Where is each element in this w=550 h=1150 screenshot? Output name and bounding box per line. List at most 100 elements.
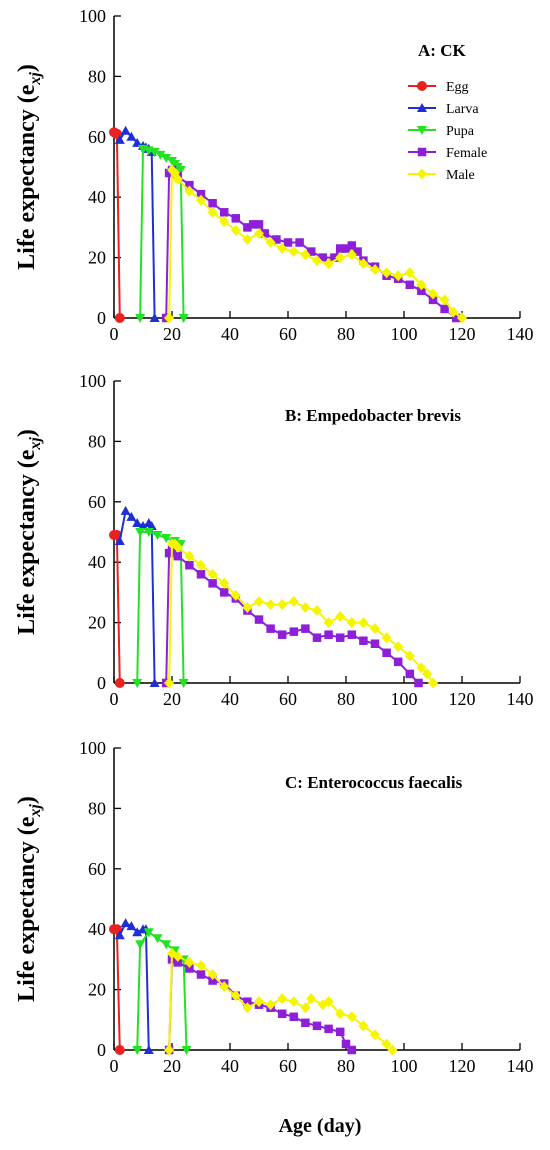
data-point (219, 588, 229, 597)
y-axis-title-subscript: xj (27, 804, 44, 818)
data-point (132, 1046, 143, 1055)
data-point (135, 314, 146, 323)
x-tick-label: 60 (279, 1056, 297, 1076)
y-axis-title: Life expectancy (exj) (14, 796, 44, 1002)
data-point (448, 306, 459, 318)
data-point (208, 976, 217, 985)
y-axis-title-main: Life expectancy (e (14, 84, 40, 270)
x-tick-label: 100 (391, 324, 418, 344)
series-line-male (168, 543, 434, 684)
data-point (184, 550, 195, 562)
data-point (126, 131, 137, 141)
data-point (335, 633, 345, 642)
data-point (353, 247, 362, 256)
data-point (358, 258, 369, 270)
data-point (172, 950, 183, 962)
data-point (185, 180, 194, 190)
chart-panel-1: 0 20 40 60 80 100 0 20 40 60 80 100 120 140 Life expec… (14, 6, 534, 344)
data-point (248, 220, 258, 229)
chart-panel-2: 0 20 40 60 80 100 0 20 40 60 80 100 120 140 Life expec… (14, 371, 534, 709)
data-point (405, 669, 415, 679)
y-axis-title: Life expectancy (exj) (14, 64, 44, 270)
data-point (300, 1002, 311, 1014)
data-point (146, 520, 157, 530)
data-point (196, 559, 206, 571)
y-axis-title-main: Life expectancy (e (14, 449, 40, 635)
data-point (370, 1029, 380, 1041)
data-point (114, 134, 125, 144)
data-point (242, 233, 253, 245)
legend: Egg Larva Pupa Female Male (408, 80, 487, 183)
data-point (178, 679, 189, 688)
x-tick-label: 120 (449, 324, 476, 344)
data-point (254, 595, 264, 607)
series-line-egg (113, 131, 121, 319)
data-point (381, 267, 392, 279)
data-point (161, 534, 172, 544)
legend-marker (417, 147, 427, 157)
data-point (260, 229, 270, 238)
x-tick-label: 40 (221, 1056, 239, 1076)
x-tick-label: 0 (110, 689, 119, 709)
data-point (422, 668, 433, 680)
data-point (323, 617, 334, 629)
data-point (219, 981, 230, 993)
data-point (143, 528, 154, 537)
x-tick-label: 60 (279, 689, 297, 709)
series-larva (114, 918, 154, 1054)
data-point (341, 244, 351, 253)
series-line-larva (118, 922, 150, 1051)
data-point (370, 623, 380, 635)
data-point (207, 568, 218, 580)
legend-item-egg: Egg (408, 80, 469, 95)
data-point (132, 517, 143, 527)
data-point (164, 677, 175, 689)
data-point (114, 930, 125, 940)
data-point (335, 1008, 346, 1020)
y-axis-title-close: ) (14, 64, 40, 72)
data-point (312, 605, 322, 617)
data-point (164, 1044, 175, 1056)
data-point (114, 313, 125, 323)
data-point (242, 1002, 253, 1014)
legend-label: Larva (446, 102, 479, 117)
data-point (393, 657, 403, 667)
data-point (428, 295, 438, 305)
x-tick-label: 60 (279, 324, 297, 344)
data-point (230, 224, 241, 236)
x-tick-label: 80 (337, 689, 355, 709)
data-point (382, 648, 391, 658)
data-point (335, 1027, 345, 1037)
data-point (161, 153, 172, 163)
x-tick-label: 120 (449, 689, 476, 709)
data-point (172, 173, 183, 185)
data-point (254, 220, 264, 229)
panel-title: A: CK (418, 41, 466, 60)
data-point (277, 1009, 287, 1019)
data-point (219, 208, 229, 217)
y-axis-title: Life expectancy (exj) (14, 429, 44, 635)
y-axis-title-close: ) (14, 796, 40, 804)
data-point (185, 964, 194, 973)
data-point (152, 934, 163, 944)
data-point (359, 636, 368, 645)
series-line-larva (118, 129, 156, 319)
data-point (219, 215, 230, 227)
legend-label: Male (446, 168, 475, 183)
y-tick-label: 20 (88, 980, 106, 1000)
series-pupa (132, 928, 192, 1055)
data-point (181, 1046, 192, 1055)
y-tick-label: 40 (88, 552, 106, 572)
data-point (306, 247, 316, 256)
series-larva (114, 125, 160, 322)
data-point (149, 313, 160, 322)
x-tick-label: 140 (507, 324, 534, 344)
data-point (175, 166, 186, 176)
data-point (312, 1021, 322, 1031)
data-point (230, 589, 241, 601)
data-point (428, 677, 438, 689)
data-point (324, 1024, 333, 1034)
series-line-pupa (136, 931, 188, 1051)
data-point (370, 639, 380, 648)
data-point (288, 595, 299, 607)
